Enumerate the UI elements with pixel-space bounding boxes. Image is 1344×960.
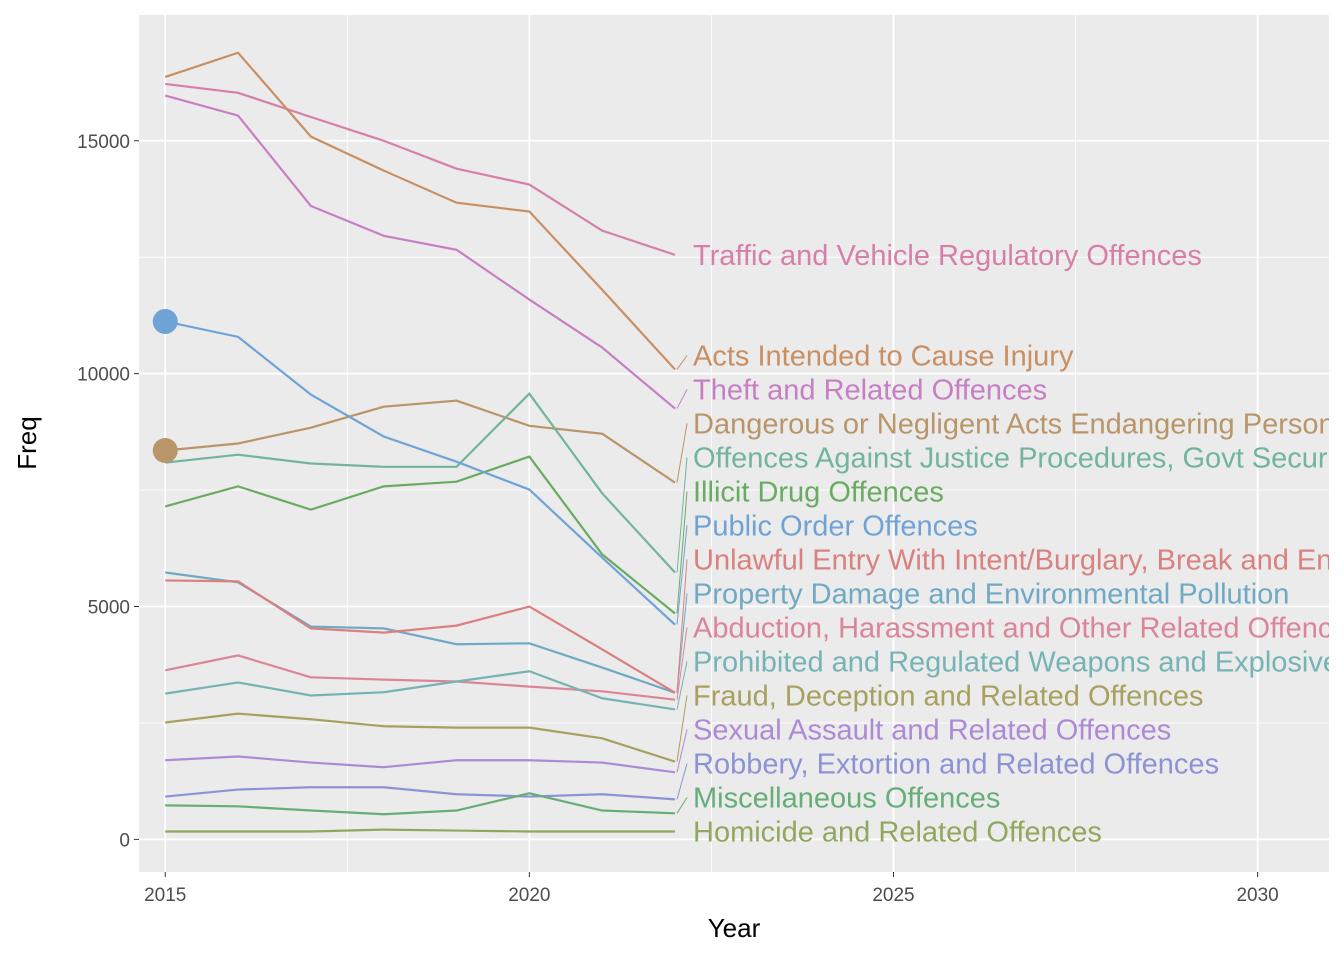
series-lines — [152, 51, 676, 833]
series-end-label: Sexual Assault and Related Offences — [693, 714, 1171, 746]
label-leader-line — [676, 729, 688, 773]
series-line — [164, 654, 676, 701]
series-line — [165, 828, 676, 833]
series-line — [164, 51, 676, 371]
highlight-point — [152, 437, 178, 463]
label-leader-line — [676, 559, 688, 693]
series-line — [164, 455, 676, 615]
label-leader-line — [676, 763, 688, 800]
grid — [139, 15, 1329, 872]
series-end-label: Property Damage and Environmental Pollut… — [693, 578, 1289, 610]
series-line — [164, 94, 676, 410]
label-leader-line — [676, 661, 688, 710]
highlight-point — [152, 308, 178, 334]
label-leader-line — [676, 457, 688, 573]
series-line — [165, 712, 676, 763]
plot-panel — [139, 15, 1329, 872]
series-end-label: Traffic and Vehicle Regulatory Offences — [693, 240, 1202, 272]
y-tick-label: 0 — [119, 830, 130, 851]
series-end-label: Acts Intended to Cause Injury — [693, 340, 1074, 372]
label-leader-line — [676, 627, 688, 700]
x-tick-label: 2015 — [144, 885, 186, 906]
x-tick-label: 2020 — [508, 885, 550, 906]
label-leader-line — [676, 525, 688, 625]
series-line — [165, 786, 676, 801]
series-end-label: Dangerous or Negligent Acts Endangering … — [693, 408, 1344, 440]
series-line — [165, 579, 676, 694]
series-line — [165, 391, 676, 574]
label-leader-line — [676, 695, 688, 762]
series-end-label: Robbery, Extortion and Related Offences — [693, 748, 1219, 780]
series-end-label: Homicide and Related Offences — [693, 816, 1102, 848]
series-line — [165, 82, 676, 256]
x-axis-title: Year — [708, 913, 761, 943]
label-leader-line — [676, 797, 688, 814]
series-end-label: Unlawful Entry With Intent/Burglary, Bre… — [693, 544, 1344, 576]
series-line — [165, 792, 676, 816]
axis-ticks: 2015 2020 2025 2030 0 5000 10000 15000 — [77, 132, 1279, 906]
series-end-label: Theft and Related Offences — [693, 374, 1047, 406]
label-leader-line — [676, 423, 688, 483]
x-tick-label: 2025 — [872, 885, 914, 906]
y-axis-title: Freq — [12, 416, 42, 469]
series-line — [165, 755, 676, 774]
x-tick-label: 2030 — [1236, 885, 1278, 906]
series-line — [164, 320, 676, 626]
series-end-label: Illicit Drug Offences — [693, 476, 944, 508]
series-labels: Homicide and Related OffencesMiscellaneo… — [676, 240, 1344, 848]
series-end-label: Offences Against Justice Procedures, Gov… — [693, 442, 1344, 474]
series-line — [165, 670, 676, 711]
series-end-label: Miscellaneous Offences — [693, 782, 1000, 814]
series-line — [165, 399, 676, 484]
series-end-label: Abduction, Harassment and Other Related … — [693, 612, 1344, 644]
label-leader-line — [676, 355, 688, 370]
series-end-label: Prohibited and Regulated Weapons and Exp… — [693, 646, 1344, 678]
series-end-label: Fraud, Deception and Related Offences — [693, 680, 1204, 712]
label-leader-line — [676, 389, 688, 409]
y-tick-label: 15000 — [77, 132, 130, 153]
y-tick-label: 5000 — [88, 598, 130, 619]
series-end-label: Public Order Offences — [693, 510, 978, 542]
y-tick-label: 10000 — [77, 365, 130, 386]
label-leader-line — [676, 491, 688, 614]
